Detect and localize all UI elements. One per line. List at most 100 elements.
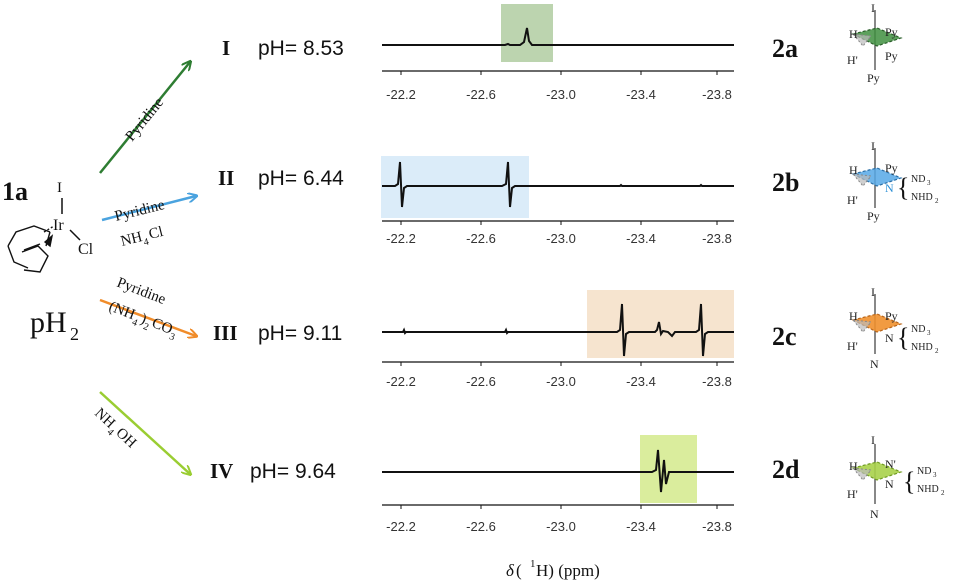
x-axis-title: δ ( 1 H) (ppm) [506, 558, 600, 580]
tick-label-3-e: -23.8 [702, 374, 732, 389]
svg-text:N': N' [885, 457, 896, 471]
tick-label-3-c: -23.0 [546, 374, 576, 389]
tick-label-1-d: -23.4 [626, 87, 656, 102]
tick-label-3-a: -22.2 [386, 374, 416, 389]
reagent-1-label: Pyridine [123, 95, 168, 145]
svg-text:H: H [849, 27, 858, 41]
reagent-4-label: NH 4 OH [91, 405, 139, 452]
svg-text:3: 3 [168, 331, 177, 343]
svg-text:4: 4 [143, 237, 151, 249]
tick-marks-1 [400, 71, 718, 75]
spectrum-trace-3 [382, 303, 734, 357]
svg-text:Py: Py [885, 309, 898, 323]
svg-text:{: { [897, 173, 909, 202]
spectrum-trace-1 [382, 27, 734, 46]
svg-text:Py: Py [867, 209, 880, 223]
svg-text:ND: ND [911, 324, 925, 335]
svg-text:2: 2 [142, 321, 151, 333]
reactant-chloride: Cl [78, 241, 94, 258]
svg-text:NHD: NHD [911, 342, 933, 353]
svg-text:I: I [871, 1, 875, 15]
row-3-roman: III [213, 321, 238, 345]
complex-2d: I H H' N' N N { ND 3 NHD 2 [847, 433, 945, 521]
tick-label-1-e: -23.8 [702, 87, 732, 102]
arrow-pyridine-nh4cl [101, 196, 196, 222]
svg-text:CO: CO [150, 315, 175, 337]
tick-label-4-a: -22.2 [386, 519, 416, 534]
svg-text:3: 3 [927, 329, 931, 337]
svg-text:H: H [849, 459, 858, 473]
complex-2b: I H H' Py N Py { ND 3 NHD 2 [847, 139, 939, 223]
tick-label-4-e: -23.8 [702, 519, 732, 534]
product-labels: 2a 2b 2c 2d [772, 34, 800, 484]
tick-marks-2 [400, 221, 718, 225]
reagent-labels: Pyridine Pyridine NH 4 Cl Pyridine (NH 4… [91, 95, 177, 452]
svg-text:ND: ND [917, 466, 931, 477]
row-labels: I pH= 8.53 II pH= 6.44 III pH= 9.11 IV p… [210, 36, 344, 483]
spectrum-panel-2: -22.2 -22.6 -23.0 -23.4 -23.8 [381, 156, 734, 246]
tick-label-1-b: -22.6 [466, 87, 496, 102]
svg-text:Py: Py [867, 71, 880, 85]
svg-text:OH: OH [112, 425, 139, 452]
svg-text:H: H [849, 163, 858, 177]
tick-label-2-b: -22.6 [466, 231, 496, 246]
reactant-iodide: I [57, 180, 62, 196]
x-axis-open: ( [516, 561, 522, 580]
svg-text:I: I [871, 285, 875, 299]
spectra: -22.2 -22.6 -23.0 -23.4 -23.8 -22.2 -22.… [381, 4, 734, 580]
svg-text:Py: Py [885, 49, 898, 63]
x-axis-delta: δ [506, 561, 515, 580]
tick-label-2-a: -22.2 [386, 231, 416, 246]
reactant-iridium: Ir [53, 217, 64, 234]
svg-text:H': H' [847, 339, 858, 353]
row-2-roman: II [218, 166, 234, 190]
svg-text:2: 2 [935, 197, 939, 205]
reagent-3-bottom: (NH 4 ) 2 CO 3 [107, 299, 177, 343]
tick-label-2-d: -23.4 [626, 231, 656, 246]
product-2d-label: 2d [772, 455, 800, 484]
row-1-roman: I [222, 36, 230, 60]
cod-ligand-drawing [7, 225, 55, 273]
x-axis-rest: H) (ppm) [536, 561, 600, 580]
svg-text:H': H' [847, 193, 858, 207]
svg-text:N: N [885, 477, 894, 491]
tick-label-2-c: -23.0 [546, 231, 576, 246]
spectrum-panel-4: -22.2 -22.6 -23.0 -23.4 -23.8 [382, 435, 734, 534]
svg-text:NHD: NHD [911, 192, 933, 203]
svg-text:): ) [138, 311, 148, 328]
x-axis-sup: 1 [530, 558, 536, 570]
svg-text:H': H' [847, 53, 858, 67]
row-4-ph: pH= 9.64 [250, 460, 336, 483]
svg-text:NHD: NHD [917, 484, 939, 495]
svg-text:N: N [885, 181, 894, 195]
arrow-nh4oh [99, 391, 190, 474]
svg-text:Py: Py [885, 25, 898, 39]
tick-label-3-b: -22.6 [466, 374, 496, 389]
svg-text:N: N [870, 357, 879, 371]
tick-marks-4 [400, 505, 718, 509]
svg-text:N: N [870, 507, 879, 521]
tick-label-4-b: -22.6 [466, 519, 496, 534]
complex-2a: I H H' Py Py Py [847, 1, 903, 85]
ph2-subscript: 2 [70, 324, 79, 344]
svg-text:I: I [871, 139, 875, 153]
svg-text:2: 2 [935, 347, 939, 355]
tick-label-1-a: -22.2 [386, 87, 416, 102]
svg-text:Cl: Cl [147, 224, 165, 243]
svg-text:I: I [871, 433, 875, 447]
tick-label-3-d: -23.4 [626, 374, 656, 389]
reaction-arrows [99, 62, 196, 474]
svg-text:Py: Py [885, 161, 898, 175]
svg-text:ND: ND [911, 174, 925, 185]
product-2a-label: 2a [772, 34, 798, 63]
spectrum-trace-2 [382, 161, 734, 208]
arrow-pyridine [99, 62, 190, 174]
highlight-box-3 [587, 290, 734, 358]
row-3-ph: pH= 9.11 [258, 322, 342, 345]
svg-text:4: 4 [130, 317, 139, 329]
row-4-roman: IV [210, 459, 233, 483]
tick-marks-3 [400, 362, 718, 366]
reagent-2-top: Pyridine [113, 197, 167, 225]
product-2b-label: 2b [772, 168, 799, 197]
